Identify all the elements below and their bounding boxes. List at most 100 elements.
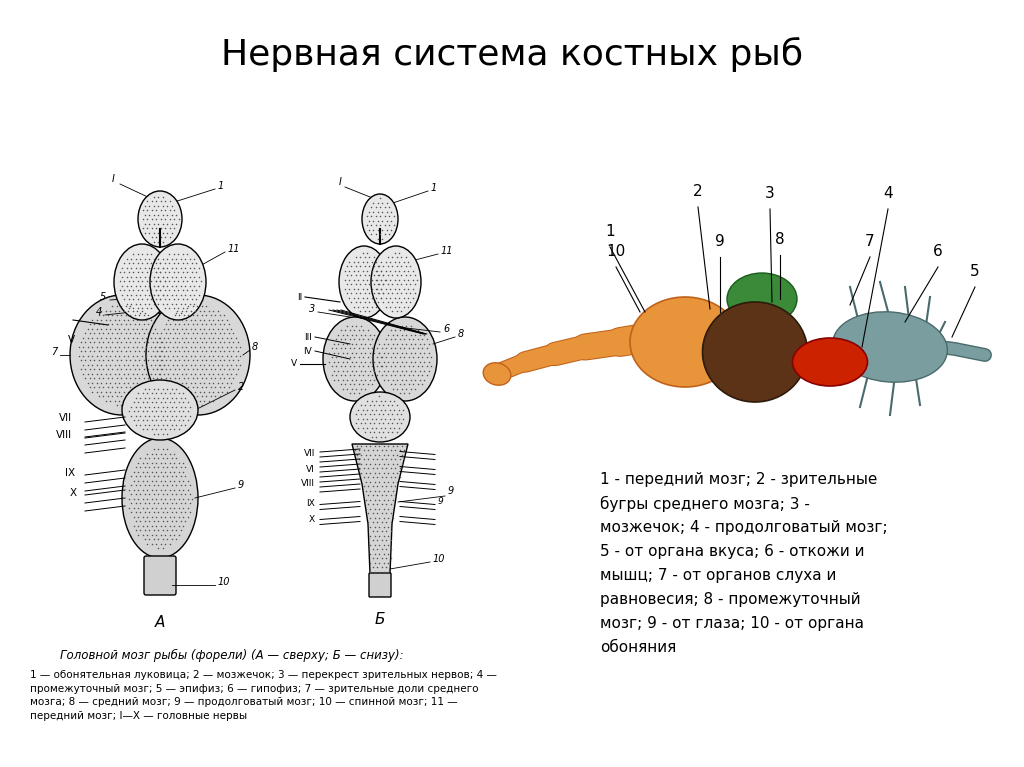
Point <box>375 408 391 420</box>
Point <box>369 453 385 465</box>
Point <box>410 324 426 337</box>
Point <box>165 314 181 326</box>
Point <box>388 287 404 299</box>
Point <box>91 372 108 384</box>
Point <box>354 291 371 304</box>
Point <box>344 383 360 395</box>
Point <box>151 461 167 473</box>
Point <box>361 260 378 272</box>
Point <box>189 336 206 348</box>
Point <box>121 257 137 269</box>
Point <box>218 341 234 353</box>
Text: III: III <box>304 333 312 341</box>
Point <box>132 307 148 319</box>
Point <box>155 515 171 528</box>
Point <box>86 381 102 393</box>
Point <box>398 347 415 359</box>
Point <box>374 516 390 528</box>
Point <box>155 199 171 212</box>
Point <box>127 372 143 384</box>
Point <box>109 345 125 357</box>
Point <box>169 323 185 335</box>
Text: 6: 6 <box>933 244 943 259</box>
Point <box>361 251 378 263</box>
Point <box>106 304 123 317</box>
Point <box>382 403 398 416</box>
Point <box>155 280 171 292</box>
Point <box>377 282 393 295</box>
Point <box>378 351 394 364</box>
Point <box>166 387 182 400</box>
Point <box>393 457 410 469</box>
Point <box>183 257 200 269</box>
Point <box>357 374 374 386</box>
Point <box>352 260 369 272</box>
Point <box>143 275 160 288</box>
Point <box>343 278 359 291</box>
Point <box>361 278 378 291</box>
Point <box>136 363 153 375</box>
Point <box>400 342 417 354</box>
Point <box>109 354 125 367</box>
Point <box>337 334 353 346</box>
Point <box>88 341 104 353</box>
Point <box>371 408 387 420</box>
Point <box>157 397 173 409</box>
Point <box>141 453 158 465</box>
Point <box>354 246 371 258</box>
Point <box>111 359 127 371</box>
Point <box>168 307 184 319</box>
Point <box>374 342 390 354</box>
Point <box>123 253 139 265</box>
Point <box>337 360 353 373</box>
Point <box>181 280 198 292</box>
Point <box>187 331 204 344</box>
Point <box>155 542 171 555</box>
Point <box>82 336 98 348</box>
Point <box>389 457 406 469</box>
Point <box>393 439 410 452</box>
Point <box>352 320 369 332</box>
Point <box>159 488 175 500</box>
Point <box>130 511 146 523</box>
Point <box>364 301 380 313</box>
Point <box>141 515 158 528</box>
Point <box>378 480 394 492</box>
Point <box>387 462 403 474</box>
Point <box>341 291 357 304</box>
Point <box>203 372 219 384</box>
Point <box>147 511 164 523</box>
Point <box>134 466 151 478</box>
Point <box>123 280 139 292</box>
Text: 1: 1 <box>431 183 437 193</box>
Point <box>194 300 210 312</box>
Point <box>168 289 184 301</box>
Point <box>350 370 367 382</box>
Point <box>385 493 401 505</box>
Point <box>116 314 132 326</box>
Point <box>402 347 419 359</box>
Point <box>369 552 385 565</box>
Point <box>365 453 381 465</box>
Point <box>371 476 387 488</box>
Point <box>199 300 215 312</box>
Point <box>145 497 162 509</box>
Point <box>166 520 182 532</box>
Point <box>177 470 194 482</box>
Point <box>145 506 162 518</box>
Point <box>358 219 375 231</box>
Point <box>166 275 182 288</box>
Point <box>93 350 110 362</box>
Ellipse shape <box>150 244 206 320</box>
Point <box>201 386 217 398</box>
Point <box>153 257 169 269</box>
Point <box>187 341 204 353</box>
Point <box>391 453 408 465</box>
Text: 5 - от органа вкуса; 6 - откожи и: 5 - от органа вкуса; 6 - откожи и <box>600 544 864 559</box>
Point <box>148 354 165 367</box>
Point <box>138 249 155 261</box>
Point <box>419 351 435 364</box>
Point <box>139 387 156 400</box>
Point <box>125 492 141 505</box>
Point <box>382 444 398 456</box>
